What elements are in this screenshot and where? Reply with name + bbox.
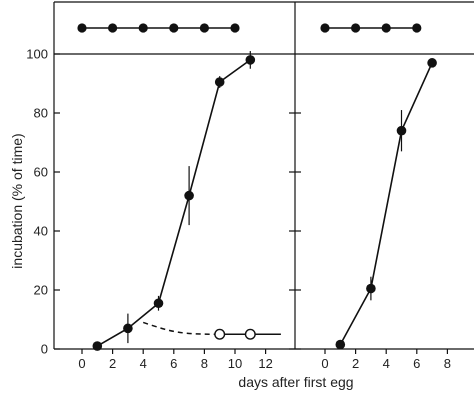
right-series-0-line: [339, 62, 433, 345]
x-tick-label: 6: [170, 356, 177, 371]
left-data-point: [214, 77, 225, 87]
x-tick-label: 0: [78, 356, 85, 371]
right-strip-marker: [320, 23, 330, 33]
y-tick-label: 60: [34, 165, 48, 180]
right-data-point: [427, 58, 437, 68]
left-strip-marker: [108, 23, 118, 33]
x-tick-label: 8: [444, 356, 451, 371]
y-tick-label: 20: [34, 283, 48, 298]
left-strip-marker: [169, 23, 179, 33]
x-tick-label: 2: [352, 356, 359, 371]
right-strip-marker: [381, 23, 391, 33]
right-panel: 0 2 4 6 8: [295, 23, 451, 371]
left-strip-marker: [199, 23, 209, 33]
left-panel: 0 20 40 60 80 100 0 2 4 6 8 10 12: [26, 23, 295, 371]
left-data-point: [245, 55, 256, 65]
y-tick-label: 40: [34, 224, 48, 239]
left-series-0-line: [96, 59, 251, 347]
right-data-point: [366, 283, 376, 294]
x-axis-label: days after first egg: [238, 374, 353, 390]
x-tick-label: 4: [383, 356, 390, 371]
left-series-1-dashed-line: [142, 321, 220, 335]
x-tick-label: 2: [109, 356, 116, 371]
left-strip-marker: [77, 23, 87, 33]
left-data-point: [92, 341, 103, 351]
left-data-point: [153, 298, 164, 309]
left-strip-marker: [230, 23, 240, 33]
x-tick-label: 0: [321, 356, 328, 371]
y-tick-label: 80: [34, 106, 48, 121]
y-axis-label: incubation (% of time): [9, 133, 25, 268]
left-open-point: [244, 328, 256, 340]
x-tick-label: 8: [201, 356, 208, 371]
chart-frame: [53, 1, 474, 350]
y-tick-label: 0: [41, 342, 48, 357]
y-tick-label: 100: [26, 47, 48, 62]
left-open-point: [214, 328, 226, 340]
x-tick-label: 10: [228, 356, 242, 371]
left-data-point: [184, 190, 194, 201]
right-data-point: [335, 339, 346, 350]
x-tick-label: 4: [140, 356, 147, 371]
right-strip-marker: [351, 23, 361, 33]
x-tick-label: 6: [413, 356, 420, 371]
right-data-point: [396, 125, 407, 136]
left-data-point: [123, 323, 133, 334]
right-strip-marker: [412, 23, 422, 33]
left-strip-marker: [138, 23, 148, 33]
x-tick-label: 12: [258, 356, 272, 371]
